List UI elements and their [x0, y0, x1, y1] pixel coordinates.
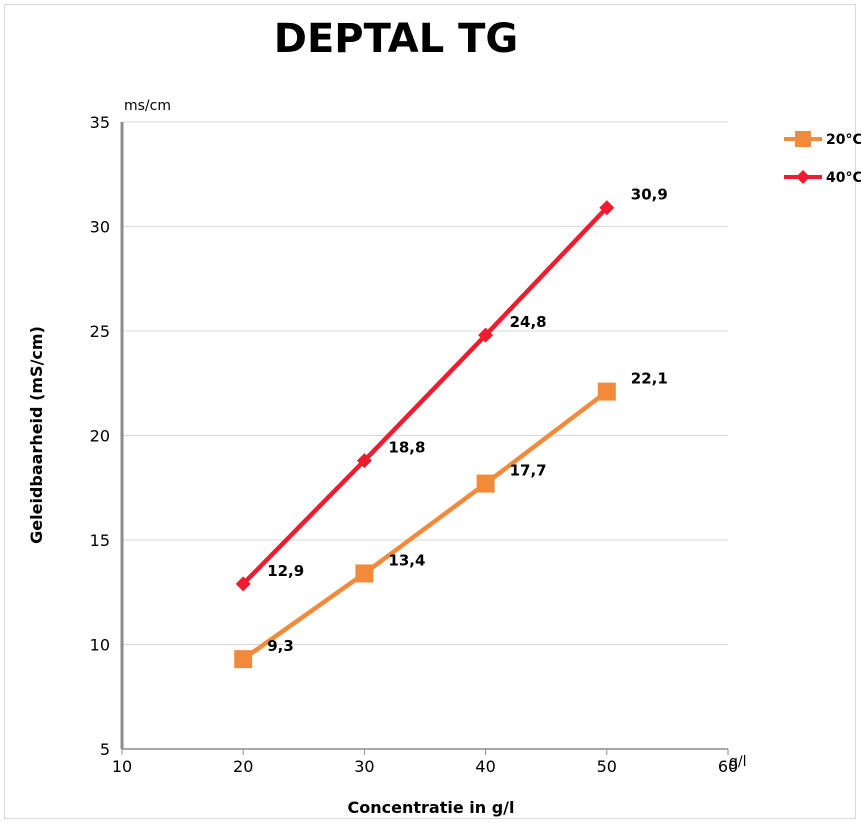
data-label-1-2: 24,8 [510, 313, 547, 331]
y-tick-label-5: 5 [100, 740, 110, 759]
x-tick-label-30: 30 [354, 757, 374, 776]
legend-marker-diamond-1 [796, 170, 810, 184]
y-tick-label-15: 15 [90, 531, 110, 550]
data-label-1-0: 12,9 [267, 562, 304, 580]
x-tick-label-20: 20 [233, 757, 253, 776]
data-label-1-3: 30,9 [631, 186, 668, 204]
y-tick-label-30: 30 [90, 218, 110, 237]
marker-square-0-1 [355, 564, 373, 582]
data-label-1-1: 18,8 [388, 439, 425, 457]
marker-square-0-2 [477, 475, 495, 493]
series-layer [234, 200, 616, 668]
marker-square-0-3 [598, 383, 616, 401]
legend-label-1: 40°C [826, 170, 861, 186]
x-tick-label-40: 40 [475, 757, 495, 776]
y-tick-label-20: 20 [90, 427, 110, 446]
x-tick-label-60: 60 [718, 757, 738, 776]
data-label-0-1: 13,4 [388, 551, 425, 569]
y-tick-label-35: 35 [90, 113, 110, 132]
data-label-0-3: 22,1 [631, 370, 668, 388]
data-label-layer: 9,3 13,4 17,7 22,1 12,9 18,8 24,8 30,9 [267, 186, 668, 655]
marker-square-0-0 [234, 650, 252, 668]
y-tick-label-25: 25 [90, 322, 110, 341]
x-tick-label-10: 10 [112, 757, 132, 776]
chart-title: DEPTAL TG [274, 16, 519, 62]
y-tick-label-10: 10 [90, 636, 110, 655]
x-axis-title: Concentratie in g/l [348, 798, 515, 817]
legend: 20°C 40°C [784, 131, 861, 186]
data-label-0-2: 17,7 [510, 462, 547, 480]
y-axis-title: Geleidbaarheid (mS/cm) [27, 326, 46, 544]
x-tick-label-50: 50 [597, 757, 617, 776]
legend-label-0: 20°C [826, 132, 861, 148]
legend-marker-square-0 [795, 131, 811, 147]
y-unit-label: ms/cm [124, 98, 171, 114]
data-label-0-0: 9,3 [267, 637, 294, 655]
